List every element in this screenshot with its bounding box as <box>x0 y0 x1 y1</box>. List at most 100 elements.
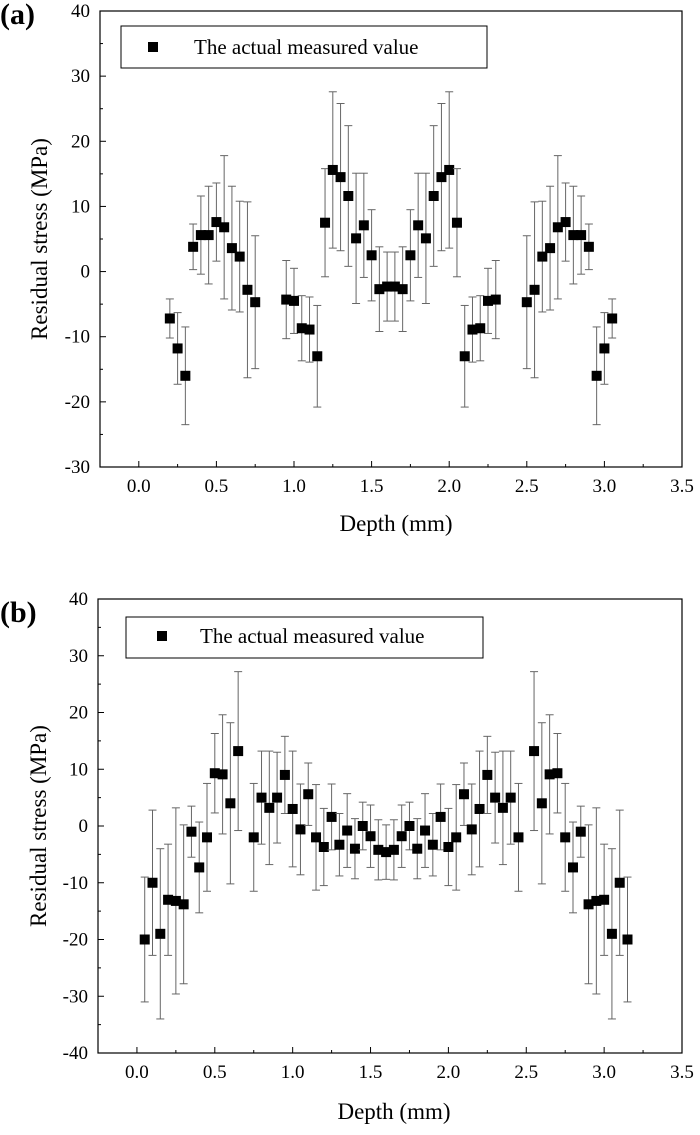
data-point-b <box>458 789 469 800</box>
data-point-a <box>475 323 486 334</box>
y-tick-label-a: 20 <box>71 131 90 152</box>
data-point-a <box>382 281 393 292</box>
data-point-b <box>155 928 166 939</box>
data-point-b <box>591 895 602 906</box>
data-point-b <box>365 831 376 842</box>
data-point-b <box>404 821 415 831</box>
data-point-a <box>576 230 587 241</box>
data-point-b <box>318 841 329 852</box>
data-point-a <box>467 324 478 335</box>
data-point-a <box>490 294 501 305</box>
plot-area-b <box>97 598 683 1054</box>
data-point-a <box>351 233 362 244</box>
data-point-b <box>279 769 290 780</box>
x-tick-label-a: 2.0 <box>437 476 461 497</box>
data-point-a <box>203 230 214 241</box>
data-point-b <box>614 877 625 888</box>
data-point-b <box>373 844 384 855</box>
data-point-a <box>188 241 199 252</box>
x-tick-label-b: 2.5 <box>514 1062 538 1083</box>
data-marks-b <box>139 671 633 1020</box>
data-point-a <box>607 313 618 324</box>
data-point-a <box>312 351 323 362</box>
data-point-a <box>529 284 540 295</box>
data-point-a <box>397 284 408 295</box>
data-point-a <box>560 217 571 228</box>
x-tick-label-b: 1.0 <box>281 1062 305 1083</box>
y-tick-label-a: 30 <box>71 66 90 87</box>
data-point-a <box>436 172 447 183</box>
plot-area-a <box>99 10 683 468</box>
data-point-a <box>172 343 183 354</box>
x-tick-label-a: 1.0 <box>282 476 306 497</box>
y-tick-label-b: 20 <box>69 703 88 724</box>
x-tick-label-a: 0.5 <box>205 476 229 497</box>
data-point-a <box>358 220 369 231</box>
data-point-b <box>420 825 431 836</box>
y-tick-label-b: -30 <box>63 986 88 1007</box>
data-point-b <box>412 843 423 854</box>
x-tick-label-b: 2.0 <box>437 1062 461 1083</box>
data-point-a <box>428 191 439 202</box>
data-point-b <box>606 928 617 939</box>
legend-label-b: The actual measured value <box>200 624 424 648</box>
data-point-a <box>327 164 338 175</box>
data-point-a <box>219 222 230 233</box>
data-point-b <box>622 934 633 945</box>
legend-a: The actual measured value <box>120 25 488 69</box>
data-point-b <box>163 894 174 905</box>
data-point-a <box>583 241 594 252</box>
data-point-a <box>552 222 563 233</box>
data-point-a <box>320 217 331 228</box>
data-point-b <box>170 895 181 906</box>
legend-box-a <box>120 25 488 69</box>
data-point-a <box>545 243 556 254</box>
data-point-b <box>256 792 267 803</box>
data-point-a <box>444 164 455 175</box>
data-point-b <box>443 841 454 852</box>
data-point-b <box>427 839 438 850</box>
data-point-b <box>474 803 485 814</box>
y-tick-label-a: -30 <box>65 457 90 478</box>
y-tick-label-a: 10 <box>71 196 90 217</box>
data-point-b <box>287 803 298 814</box>
legend-box-b <box>125 616 484 659</box>
data-point-a <box>250 297 261 308</box>
data-point-b <box>396 831 407 842</box>
data-point-b <box>233 746 244 757</box>
data-point-a <box>591 370 602 381</box>
data-point-a <box>483 295 493 306</box>
y-tick-label-b: -20 <box>63 930 88 951</box>
data-point-b <box>326 811 337 822</box>
data-point-a <box>451 217 462 228</box>
y-tick-label-a: 40 <box>71 1 90 22</box>
x-tick-label-b: 3.0 <box>592 1062 616 1083</box>
data-point-b <box>552 768 563 779</box>
chart-panel-b: (b) 0.0 0.5 1.0 1.5 2.0 2.5 3.0 3.5 -40 -30 -20 -10… <box>0 589 694 1124</box>
y-tick-label-b: 0 <box>79 816 89 837</box>
data-point-b <box>505 792 516 803</box>
data-point-b <box>209 768 220 779</box>
data-point-b <box>178 899 189 910</box>
data-point-a <box>195 230 206 241</box>
x-axis-title-a: Depth (mm) <box>339 511 452 536</box>
data-point-a <box>537 251 548 262</box>
x-tick-label-b: 3.5 <box>670 1062 694 1083</box>
data-point-a <box>366 250 377 261</box>
data-point-b <box>583 899 594 910</box>
data-point-b <box>194 862 205 873</box>
data-point-b <box>529 746 540 757</box>
data-point-b <box>147 877 158 888</box>
axis-ticks-b: 0.0 0.5 1.0 1.5 2.0 2.5 3.0 3.5 -40 -30 -20 -10 0 10 2… <box>63 589 694 1083</box>
data-point-a <box>335 172 346 183</box>
data-point-a <box>289 295 299 306</box>
legend-label-a: The actual measured value <box>194 35 418 59</box>
x-tick-label-b: 0.5 <box>203 1062 227 1083</box>
data-point-b <box>544 769 555 780</box>
panel-label-b: (b) <box>0 596 37 629</box>
panel-label-a: (a) <box>0 0 35 31</box>
x-tick-label-b: 1.5 <box>359 1062 383 1083</box>
data-point-b <box>334 839 345 850</box>
data-point-a <box>180 370 191 381</box>
